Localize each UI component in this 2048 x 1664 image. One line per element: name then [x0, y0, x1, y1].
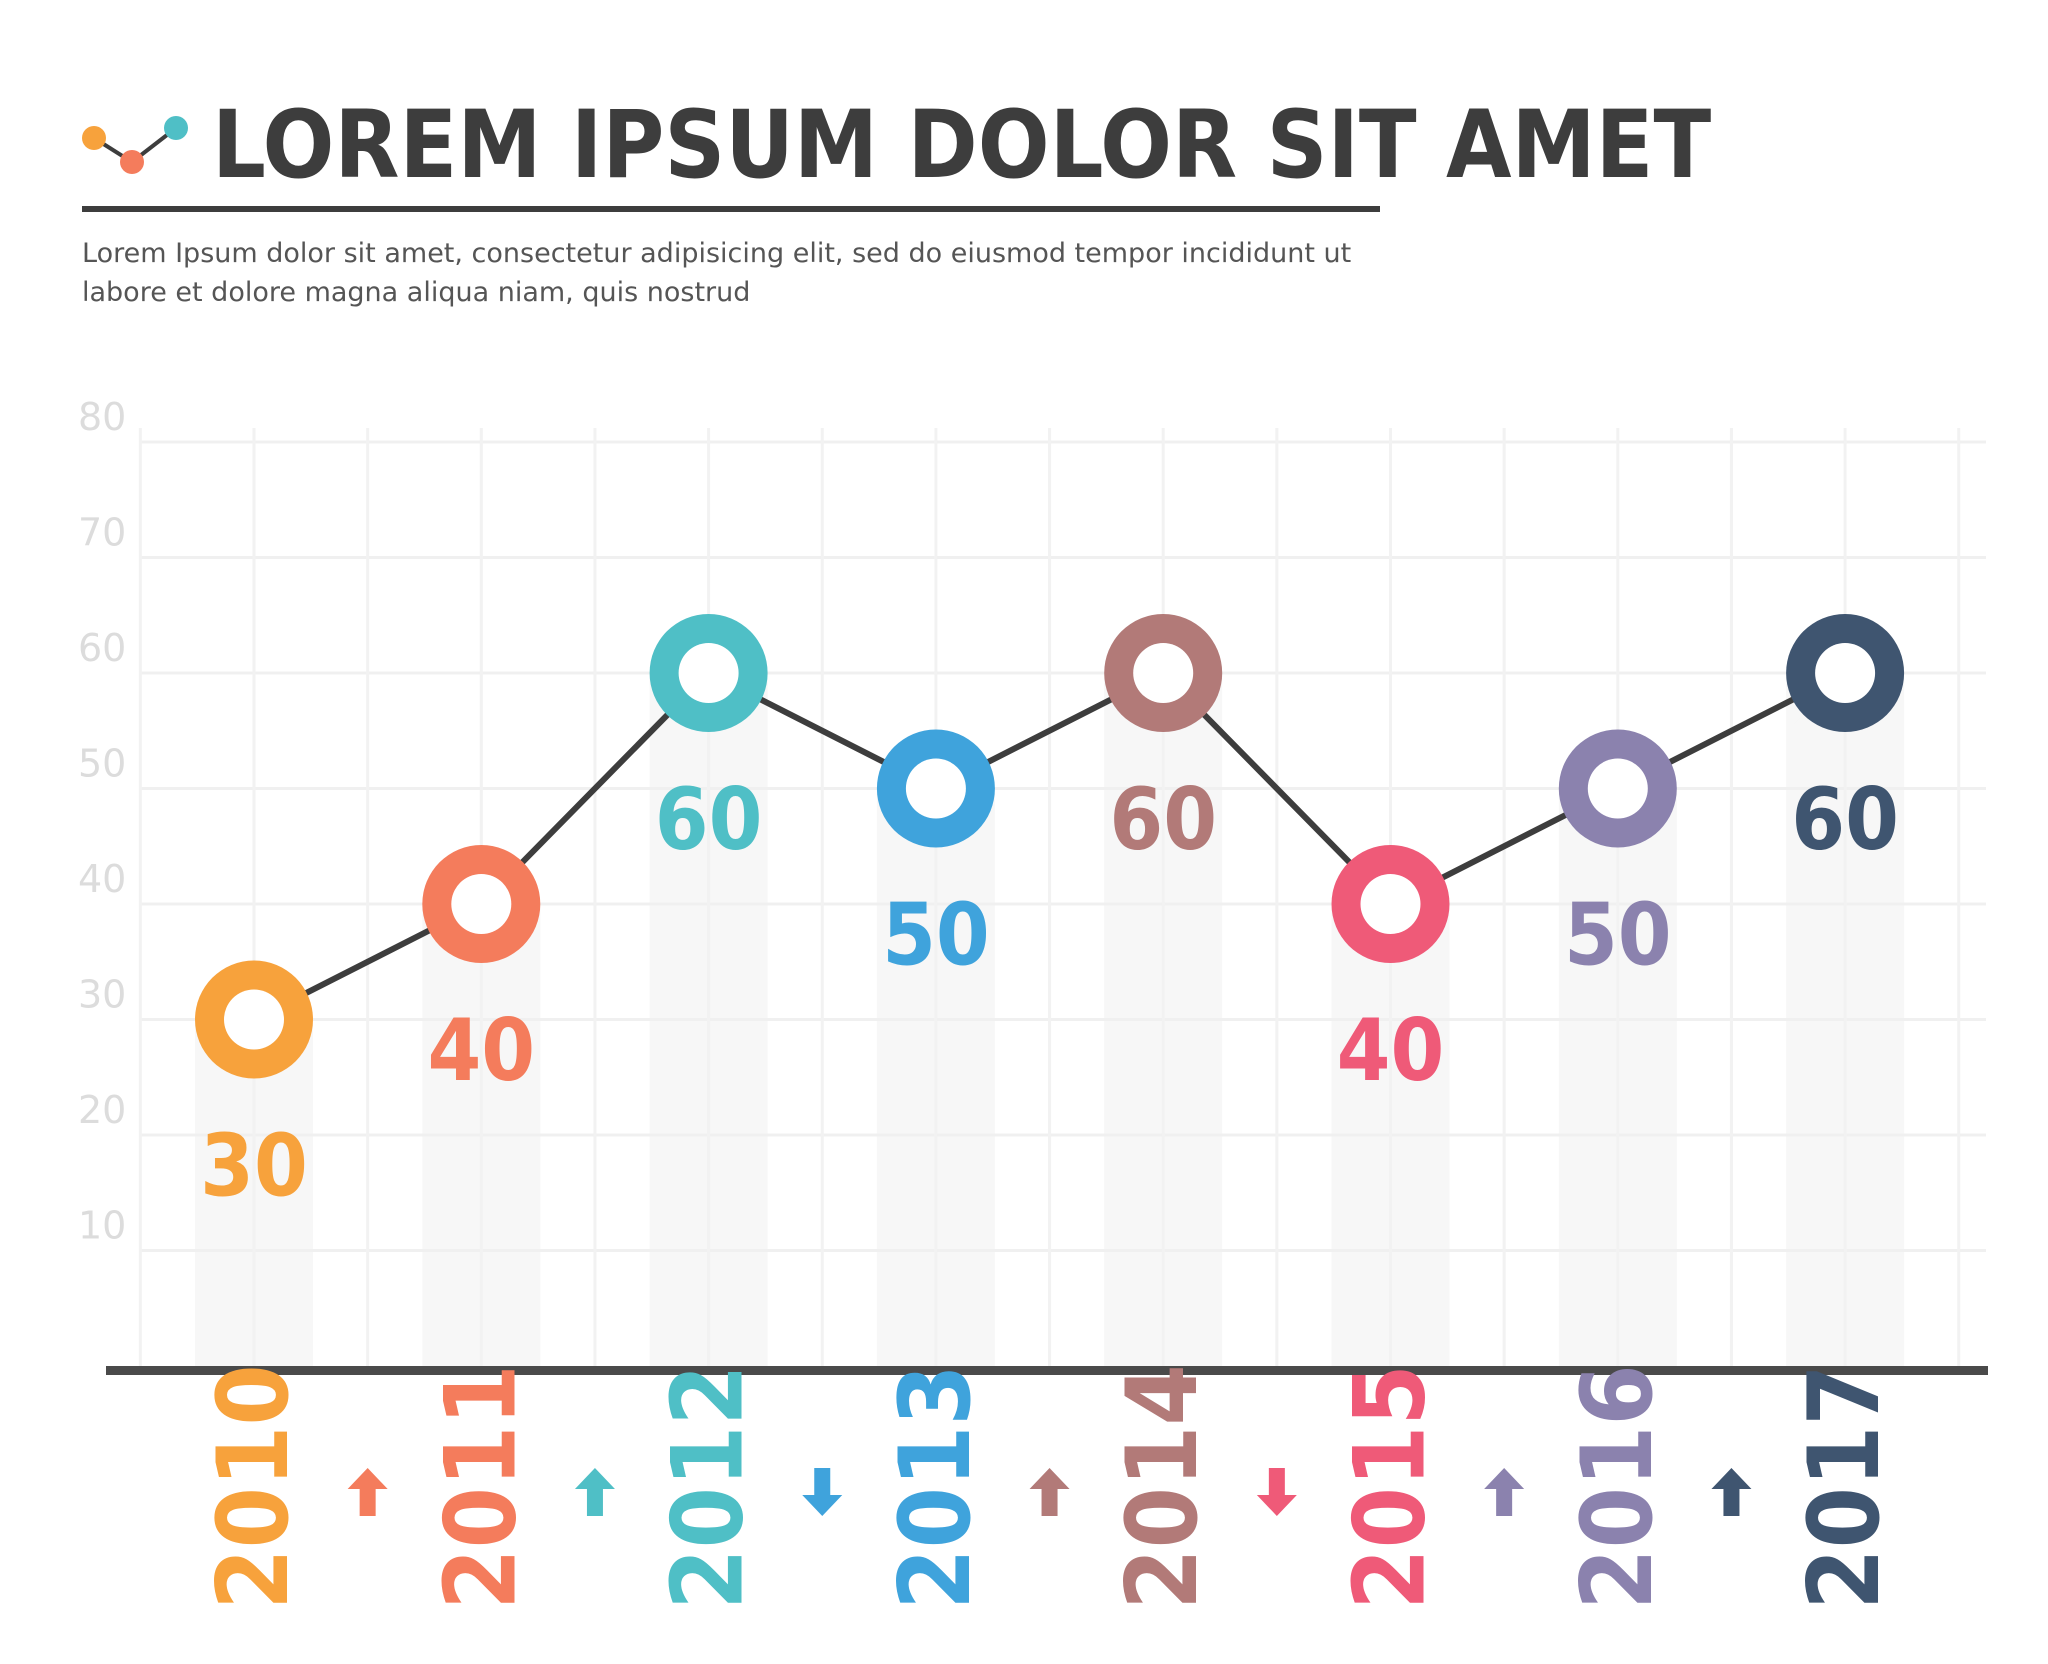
point-center	[1587, 758, 1648, 819]
value-label: 50	[1564, 886, 1672, 986]
y-tick-label: 40	[78, 857, 126, 901]
x-tick-label: 2010	[197, 1364, 311, 1609]
y-tick-label: 30	[78, 973, 126, 1017]
point-center	[451, 874, 512, 934]
y-tick-label: 80	[78, 395, 126, 439]
x-tick-label: 2015	[1334, 1364, 1448, 1609]
arrow-up-icon	[1484, 1468, 1525, 1516]
arrow-up-icon	[1029, 1468, 1070, 1516]
header: LOREM IPSUM DOLOR SIT AMET Lorem Ipsum d…	[0, 0, 2048, 340]
trend-arrows	[347, 1468, 1752, 1516]
arrow-down-icon	[1256, 1468, 1297, 1516]
data-point	[1506, 729, 1677, 900]
point-center	[224, 989, 284, 1050]
point-center	[905, 758, 966, 819]
arrow-up-icon	[1711, 1468, 1752, 1516]
page-title: LOREM IPSUM DOLOR SIT AMET	[212, 91, 1712, 200]
value-label: 60	[655, 770, 763, 870]
data-point	[1279, 845, 1450, 1015]
y-tick-label: 60	[78, 626, 126, 670]
value-label: 60	[1791, 770, 1899, 870]
data-point	[1052, 614, 1223, 784]
x-tick-label: 2013	[879, 1364, 993, 1609]
value-labels: 30 40 60 50 60 40 50 60	[200, 770, 1899, 1217]
x-tick-label: 2012	[652, 1364, 766, 1609]
value-label: 30	[200, 1117, 308, 1217]
point-center	[1360, 874, 1421, 934]
value-label: 40	[1337, 1001, 1445, 1101]
x-tick-label: 2017	[1788, 1364, 1902, 1609]
data-points	[143, 614, 1905, 1131]
y-axis-labels: 10 20 30 40 50 60 70 80	[78, 395, 126, 1248]
x-axis	[106, 1366, 1988, 1375]
x-tick-label: 2014	[1106, 1364, 1220, 1609]
title-divider	[82, 206, 1380, 212]
y-tick-label: 70	[78, 511, 126, 555]
line-chart-dots-icon	[82, 116, 188, 174]
data-point	[597, 614, 768, 784]
arrow-up-icon	[347, 1468, 388, 1516]
chart-grid	[138, 428, 1986, 1366]
x-axis-line	[106, 1366, 1988, 1375]
page-subtitle: Lorem Ipsum dolor sit amet, consectetur …	[82, 238, 1352, 308]
value-label: 50	[882, 886, 990, 986]
data-point	[143, 960, 313, 1131]
x-tick-label: 2016	[1561, 1364, 1675, 1609]
point-center	[1133, 643, 1194, 703]
point-center	[678, 643, 739, 703]
value-label: 40	[427, 1001, 535, 1101]
arrow-down-icon	[802, 1468, 843, 1516]
data-point	[824, 729, 995, 900]
x-axis-labels: 2010 2011 2012 2013 2014 2015 2016 2017	[197, 1364, 1902, 1609]
y-tick-label: 20	[78, 1088, 126, 1132]
data-point	[1734, 614, 1905, 784]
x-tick-label: 2011	[424, 1364, 538, 1609]
value-label: 60	[1109, 770, 1217, 870]
y-tick-label: 10	[78, 1204, 126, 1248]
y-tick-label: 50	[78, 742, 126, 786]
data-point	[370, 845, 541, 1015]
arrow-up-icon	[574, 1468, 615, 1516]
point-center	[1815, 643, 1876, 703]
